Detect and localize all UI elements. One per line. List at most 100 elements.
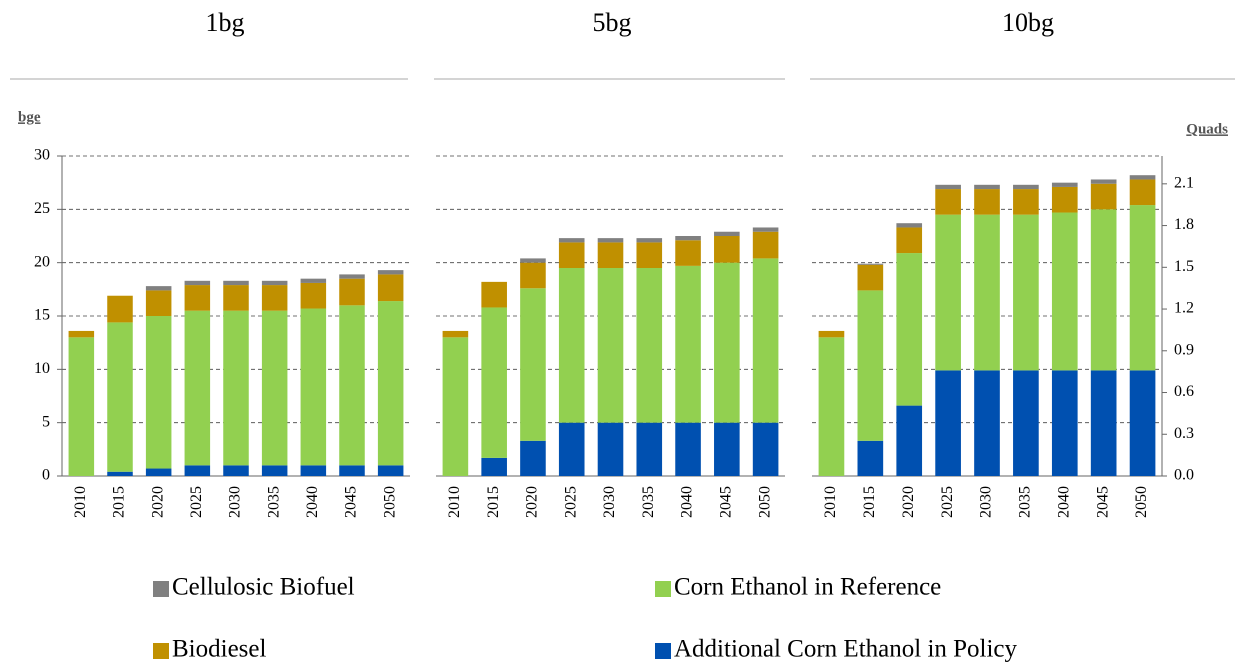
bar-segment: [636, 238, 663, 243]
y2-tick-label: 1.8: [1174, 216, 1194, 233]
bar-segment: [857, 440, 884, 476]
x-tick-label: 2025: [939, 486, 956, 518]
bar-segment: [145, 290, 172, 316]
y2-tick-label: 1.2: [1174, 300, 1194, 317]
bar-segment: [223, 465, 249, 476]
bar-segment: [752, 231, 779, 259]
x-tick-label: 2045: [718, 486, 735, 518]
bar-segment: [184, 310, 211, 466]
bar-segment: [261, 280, 288, 286]
x-tick-label: 2040: [1055, 486, 1072, 518]
bar-segment: [675, 422, 701, 476]
bar-segment: [818, 330, 845, 338]
y-tick-label: 15: [34, 307, 50, 324]
bar-segment: [1051, 370, 1078, 476]
bar-segment: [520, 262, 546, 289]
x-tick-label: 2015: [861, 486, 878, 518]
bar-segment: [377, 465, 404, 476]
bar-segment: [1013, 370, 1039, 476]
x-tick-label: 2045: [1094, 486, 1111, 518]
bar-segment: [857, 263, 884, 265]
x-tick-label: 2030: [601, 486, 618, 518]
bar-segment: [1013, 214, 1039, 371]
bar-segment: [261, 285, 288, 311]
legend-swatch: [153, 643, 169, 659]
x-tick-label: 2035: [265, 486, 282, 518]
bar-segment: [339, 274, 365, 279]
bar-segment: [896, 405, 923, 476]
bar-segment: [107, 322, 133, 472]
x-tick-label: 2015: [111, 486, 128, 518]
x-tick-label: 2025: [562, 486, 579, 518]
bar-segment: [857, 290, 884, 441]
y2-tick-label: 0.0: [1174, 467, 1194, 484]
bar-segment: [558, 422, 585, 476]
bar-segment: [935, 184, 961, 190]
y-tick-label: 30: [34, 147, 50, 164]
bar-segment: [1129, 175, 1156, 180]
bar-segment: [377, 270, 404, 275]
bar-segment: [675, 265, 701, 423]
bar-segment: [896, 223, 923, 228]
bar-segment: [636, 242, 663, 268]
bar-segment: [145, 316, 172, 469]
bar-segment: [339, 278, 365, 306]
bar-segment: [1090, 370, 1117, 476]
y-tick-label: 10: [34, 360, 50, 377]
bar-segment: [481, 307, 507, 458]
bar-segment: [107, 295, 133, 323]
bar-segment: [752, 227, 779, 232]
bar-segment: [752, 258, 779, 423]
x-tick-label: 2050: [381, 486, 398, 518]
bar-segment: [935, 370, 961, 476]
bar-segment: [223, 280, 249, 286]
bar-segment: [300, 465, 327, 476]
bar-segment: [184, 280, 211, 286]
bar-segment: [752, 422, 779, 476]
bar-segment: [1090, 183, 1117, 210]
bar-segment: [300, 278, 327, 283]
bar-segment: [1051, 182, 1078, 187]
bar-segment: [1051, 212, 1078, 371]
bar-segment: [597, 238, 624, 243]
y-tick-label: 20: [34, 253, 50, 270]
bar-segment: [857, 264, 884, 291]
bar-segment: [339, 305, 365, 466]
x-tick-label: 2030: [227, 486, 244, 518]
y-tick-label: 0: [42, 467, 50, 484]
bar-segment: [974, 370, 1000, 476]
bar-segment: [481, 281, 507, 308]
bar-segment: [107, 471, 133, 476]
y2-tick-label: 0.6: [1174, 383, 1194, 400]
bar-segment: [714, 262, 740, 423]
legend-label: Biodiesel: [172, 636, 266, 663]
bar-segment: [714, 422, 740, 476]
bar-segment: [223, 285, 249, 311]
bar-segment: [442, 330, 469, 338]
bar-segment: [818, 337, 845, 476]
y2-tick-label: 0.3: [1174, 425, 1194, 442]
bar-segment: [1013, 184, 1039, 190]
panel-title: 1bg: [206, 8, 245, 37]
bar-segment: [377, 301, 404, 466]
bar-segment: [145, 468, 172, 476]
y2-tick-label: 2.1: [1174, 174, 1194, 191]
bar-segment: [184, 465, 211, 476]
bar-segment: [184, 285, 211, 311]
y2-tick-label: 0.9: [1174, 341, 1194, 358]
y-tick-label: 25: [34, 200, 50, 217]
bar-segment: [896, 253, 923, 406]
x-tick-label: 2020: [900, 486, 917, 518]
y2-tick-label: 1.5: [1174, 258, 1194, 275]
bar-segment: [68, 337, 95, 476]
bar-segment: [1129, 179, 1156, 206]
y-tick-label: 5: [42, 413, 50, 430]
y-axis-label: bge: [18, 109, 41, 125]
bar-segment: [261, 465, 288, 476]
bar-segment: [68, 330, 95, 338]
bar-segment: [935, 189, 961, 215]
bar-segment: [481, 457, 507, 476]
bar-segment: [377, 274, 404, 302]
legend-label: Corn Ethanol in Reference: [674, 574, 941, 601]
